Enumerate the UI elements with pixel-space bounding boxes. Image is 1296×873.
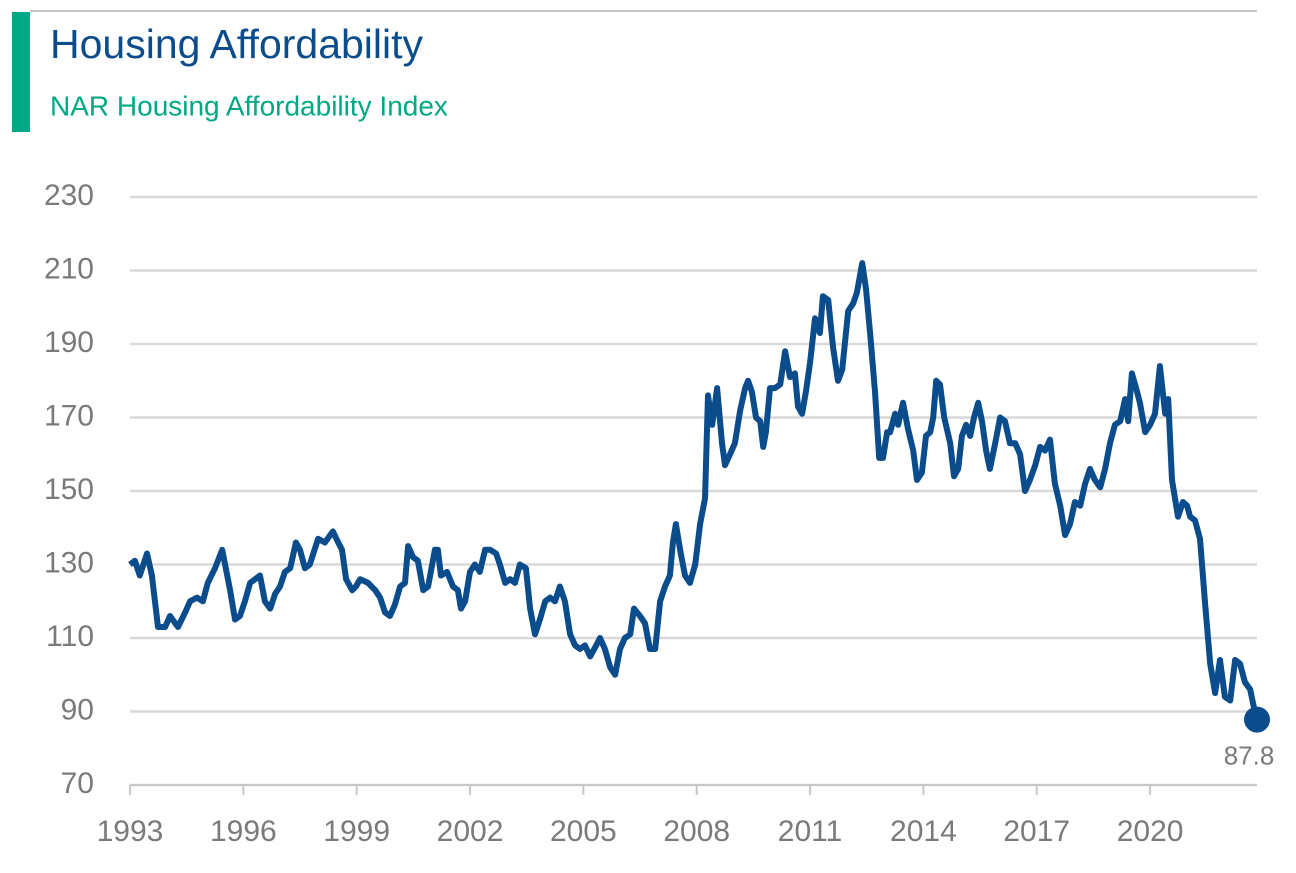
x-tick-label: 2002 (437, 815, 504, 848)
end-marker (1244, 706, 1270, 733)
chart-title: Housing Affordability (50, 21, 424, 67)
y-tick-label: 70 (61, 767, 94, 800)
y-tick-label: 230 (44, 179, 94, 212)
y-tick-label: 110 (46, 620, 94, 653)
y-tick-label: 90 (61, 693, 94, 726)
data-line (128, 260, 1260, 721)
x-tick-label: 2005 (550, 815, 617, 848)
y-tick-label: 170 (44, 399, 94, 432)
chart-subtitle: NAR Housing Affordability Index (50, 90, 448, 121)
y-tick-label: 190 (44, 326, 94, 359)
x-tick-label: 2014 (890, 815, 957, 848)
x-tick-label: 2008 (663, 815, 730, 848)
end-value-label: 87.8 (1224, 740, 1275, 770)
x-tick-label: 2020 (1117, 815, 1184, 848)
y-tick-label: 210 (44, 252, 94, 285)
y-tick-label: 130 (44, 546, 94, 579)
x-tick-label: 1996 (210, 815, 277, 848)
x-tick-label: 2017 (1003, 815, 1070, 848)
header-accent (12, 12, 30, 132)
x-tick-label: 1999 (323, 815, 390, 848)
y-tick-label: 150 (44, 473, 94, 506)
x-tick-label: 2011 (778, 815, 843, 848)
x-tick-label: 1993 (97, 815, 164, 848)
